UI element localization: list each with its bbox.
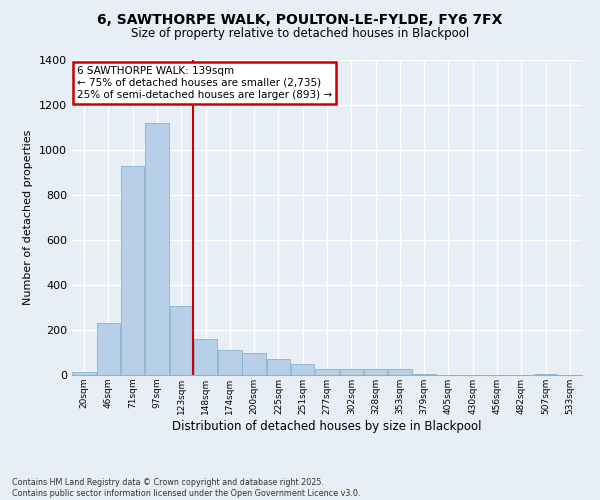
Bar (194, 339, 217, 375)
Bar (218, 350, 242, 375)
Bar (242, 352, 266, 375)
Bar (412, 374, 436, 375)
Text: 6, SAWTHORPE WALK, POULTON-LE-FYLDE, FY6 7FX: 6, SAWTHORPE WALK, POULTON-LE-FYLDE, FY6… (97, 12, 503, 26)
Bar (364, 370, 388, 375)
X-axis label: Distribution of detached houses by size in Blackpool: Distribution of detached houses by size … (172, 420, 482, 432)
Bar (145, 123, 169, 375)
Y-axis label: Number of detached properties: Number of detached properties (23, 130, 34, 305)
Bar (97, 324, 120, 375)
Text: Contains HM Land Registry data © Crown copyright and database right 2025.
Contai: Contains HM Land Registry data © Crown c… (12, 478, 361, 498)
Bar (266, 359, 290, 375)
Bar (170, 306, 193, 375)
Text: Size of property relative to detached houses in Blackpool: Size of property relative to detached ho… (131, 28, 469, 40)
Bar (73, 372, 96, 375)
Bar (534, 374, 557, 375)
Bar (121, 166, 145, 375)
Bar (388, 370, 412, 375)
Text: 6 SAWTHORPE WALK: 139sqm
← 75% of detached houses are smaller (2,735)
25% of sem: 6 SAWTHORPE WALK: 139sqm ← 75% of detach… (77, 66, 332, 100)
Bar (291, 364, 314, 375)
Bar (315, 370, 339, 375)
Bar (340, 370, 363, 375)
